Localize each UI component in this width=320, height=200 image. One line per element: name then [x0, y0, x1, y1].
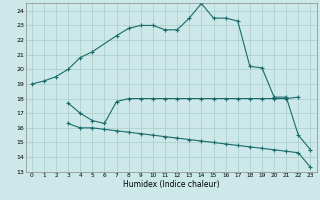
- X-axis label: Humidex (Indice chaleur): Humidex (Indice chaleur): [123, 180, 220, 189]
